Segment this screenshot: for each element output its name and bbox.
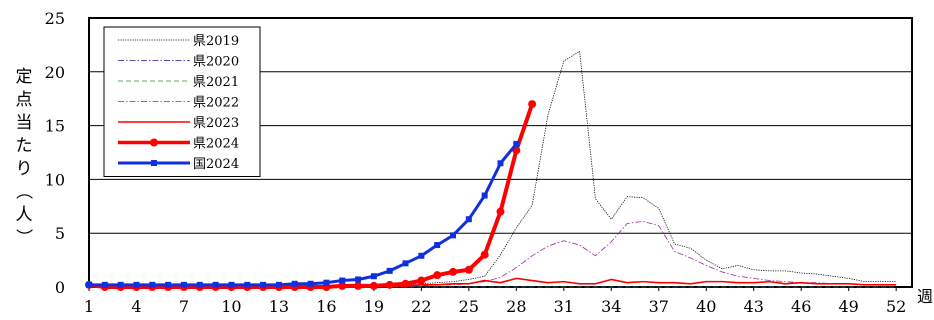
x-tick-label: 7 — [179, 297, 189, 316]
data-point — [433, 271, 442, 280]
data-point — [228, 281, 235, 288]
legend: 県2019 県2020 県2021 県2022 県2023 県2024 国2024 — [103, 26, 261, 177]
x-tick-label: 46 — [791, 297, 811, 316]
data-point — [369, 281, 378, 290]
axes: 0 5 10 15 20 25 1 4 7 10 13 16 19 22 25 28 31 34 37 40 43 46 4… — [45, 9, 913, 316]
legend-label: 県2024 — [193, 137, 239, 152]
series-6 — [86, 140, 520, 288]
data-point — [450, 232, 457, 239]
data-point — [86, 281, 92, 288]
x-tick-label: 22 — [411, 297, 431, 316]
x-tick-label: 4 — [131, 297, 141, 316]
y-tick-label: 0 — [55, 278, 65, 297]
legend-label: 国2024 — [193, 157, 239, 172]
y-axis-label-char: り — [16, 159, 33, 179]
legend-label: 県2022 — [193, 96, 239, 111]
x-tick-label: 37 — [649, 297, 669, 316]
data-point — [355, 276, 362, 283]
y-axis-label-char: （ — [13, 183, 33, 200]
x-tick-label: 52 — [886, 297, 906, 316]
legend-label: 県2021 — [193, 75, 239, 90]
data-point — [417, 276, 426, 285]
y-axis-label-char: 定 — [16, 67, 33, 87]
y-axis-label-char: 当 — [16, 113, 33, 133]
y-tick-label: 10 — [45, 170, 65, 189]
y-tick-label: 20 — [45, 63, 65, 82]
data-point — [449, 267, 458, 276]
data-point — [291, 280, 298, 287]
data-point — [149, 281, 156, 288]
data-point — [323, 279, 330, 286]
data-point — [513, 140, 520, 147]
data-point — [434, 242, 441, 249]
series-line — [89, 142, 518, 287]
x-axis-label: 週 — [917, 287, 933, 306]
y-tick-label: 25 — [45, 9, 65, 28]
x-tick-label: 1 — [84, 297, 94, 316]
data-point — [180, 281, 187, 288]
data-point — [244, 281, 251, 288]
data-point — [307, 280, 314, 287]
legend-label: 県2023 — [193, 116, 239, 131]
data-point — [480, 250, 489, 259]
x-tick-label: 25 — [459, 297, 479, 316]
x-tick-label: 40 — [696, 297, 716, 316]
data-point — [165, 281, 172, 288]
data-point — [212, 281, 219, 288]
data-point — [496, 207, 505, 216]
data-point — [402, 260, 409, 267]
data-point — [339, 277, 346, 284]
x-tick-label: 49 — [839, 297, 859, 316]
x-tick-label: 10 — [221, 297, 241, 316]
x-tick-label: 19 — [364, 297, 384, 316]
data-point — [465, 216, 472, 223]
legend-label: 県2020 — [193, 55, 239, 70]
data-point — [481, 192, 488, 199]
data-point — [196, 281, 203, 288]
data-point — [464, 265, 473, 274]
y-axis-label-char: 人 — [16, 205, 33, 225]
legend-label: 県2019 — [193, 34, 239, 49]
x-tick-label: 16 — [316, 297, 336, 316]
data-point — [497, 160, 504, 167]
data-point — [117, 281, 124, 288]
x-tick-label: 28 — [506, 297, 526, 316]
legend-marker — [151, 160, 157, 166]
y-tick-label: 5 — [55, 224, 65, 243]
data-point — [133, 281, 140, 288]
data-point — [386, 267, 393, 274]
data-point — [528, 100, 537, 109]
data-point — [354, 281, 363, 290]
data-point — [385, 280, 394, 289]
x-tick-label: 43 — [744, 297, 764, 316]
legend-marker — [150, 138, 158, 147]
data-point — [101, 281, 108, 288]
data-point — [370, 273, 377, 280]
y-tick-label: 15 — [45, 117, 65, 136]
data-point — [418, 252, 425, 259]
data-point — [338, 281, 347, 290]
x-tick-label: 13 — [269, 297, 289, 316]
data-point — [401, 279, 410, 288]
y-axis-label-char: た — [16, 136, 33, 156]
x-tick-label: 34 — [601, 297, 621, 316]
y-axis-label-char: 点 — [16, 90, 33, 110]
y-axis-label-char: ） — [13, 229, 33, 246]
x-tick-label: 31 — [554, 297, 574, 316]
data-point — [275, 281, 282, 288]
series-layer — [85, 50, 897, 291]
data-point — [260, 281, 267, 288]
